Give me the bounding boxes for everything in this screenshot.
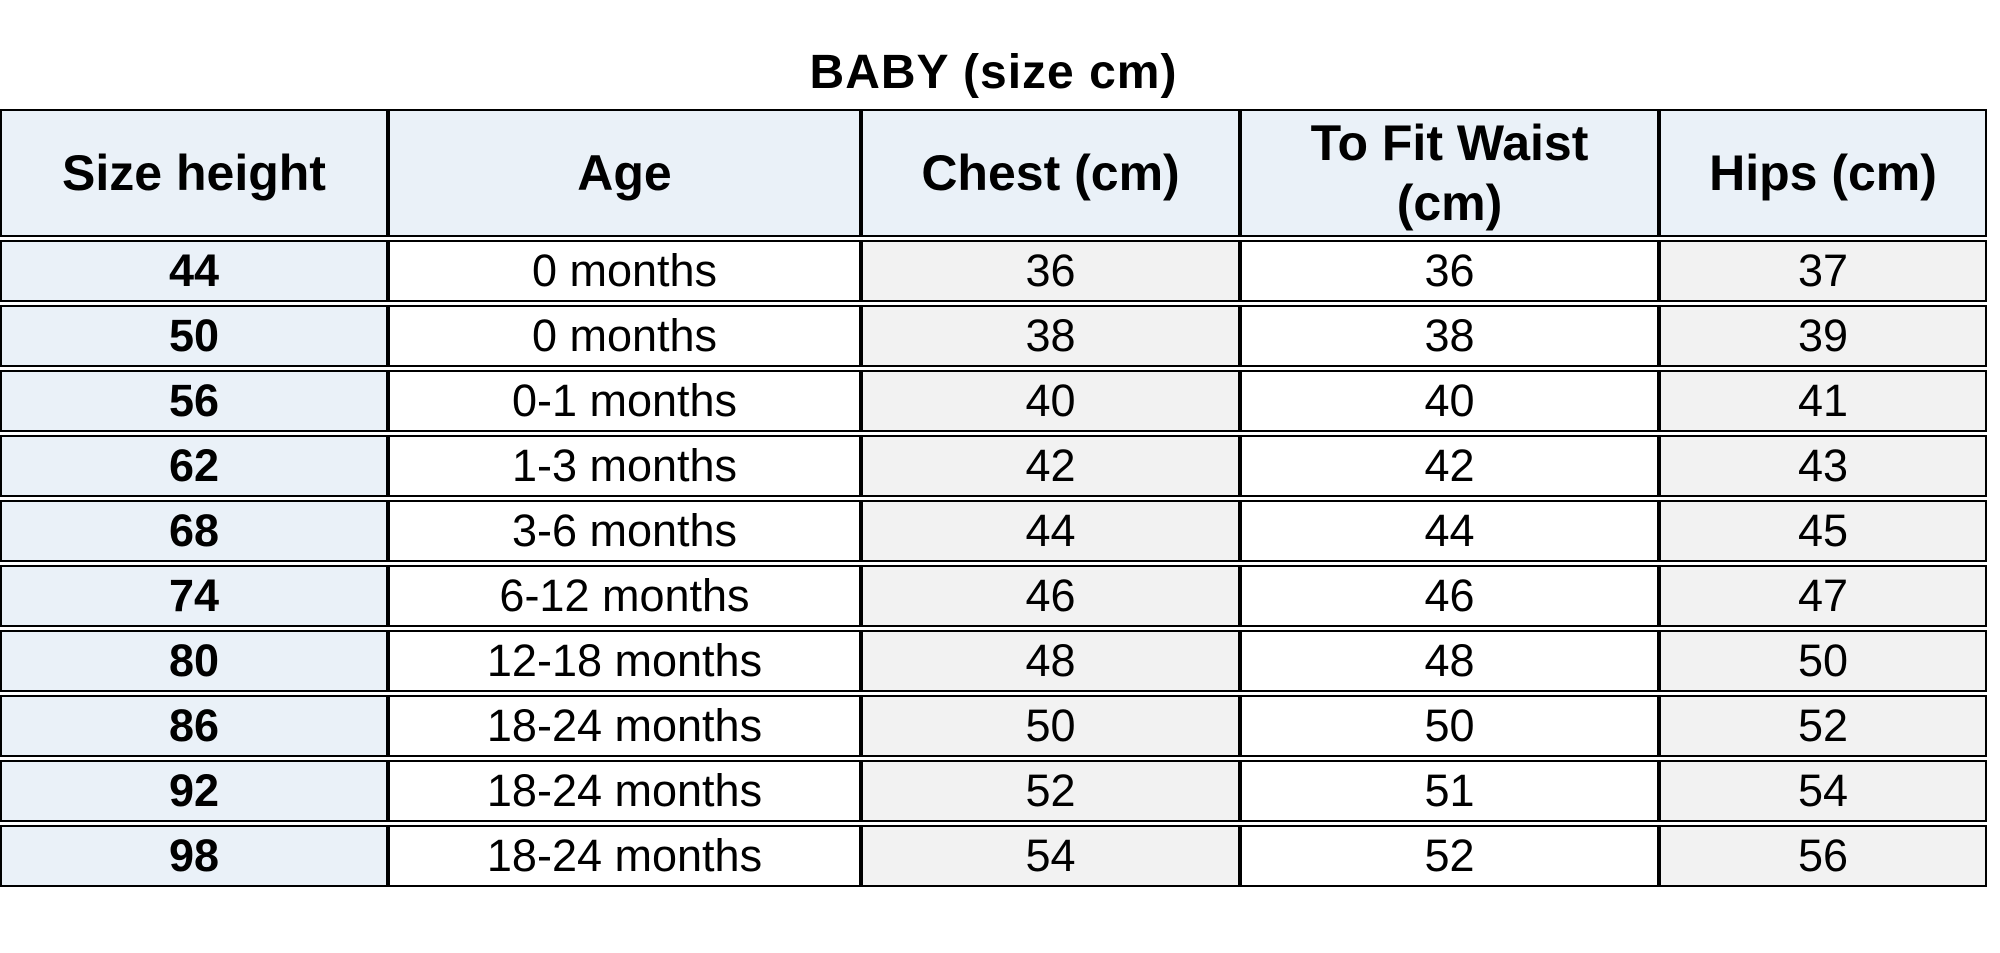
cell-age: 0-1 months — [388, 369, 861, 432]
table-row: 44 0 months 36 36 37 — [0, 239, 1987, 302]
cell-hips: 47 — [1659, 564, 1987, 627]
cell-chest: 50 — [861, 694, 1240, 757]
table-row: 92 18-24 months 52 51 54 — [0, 759, 1987, 822]
cell-size-height: 62 — [0, 434, 388, 497]
cell-age: 3-6 months — [388, 499, 861, 562]
table-row: 50 0 months 38 38 39 — [0, 304, 1987, 367]
cell-hips: 50 — [1659, 629, 1987, 692]
table-row: 56 0-1 months 40 40 41 — [0, 369, 1987, 432]
table-row: 62 1-3 months 42 42 43 — [0, 434, 1987, 497]
cell-waist: 51 — [1240, 759, 1659, 822]
cell-age: 0 months — [388, 304, 861, 367]
cell-waist: 42 — [1240, 434, 1659, 497]
page-title: BABY (size cm) — [809, 46, 1178, 99]
cell-age: 18-24 months — [388, 759, 861, 822]
baby-size-table: Size height Age Chest (cm) To Fit Waist … — [0, 106, 1987, 890]
header-hips: Hips (cm) — [1659, 108, 1987, 237]
header-age: Age — [388, 108, 861, 237]
cell-chest: 44 — [861, 499, 1240, 562]
cell-waist: 38 — [1240, 304, 1659, 367]
cell-size-height: 68 — [0, 499, 388, 562]
cell-size-height: 74 — [0, 564, 388, 627]
cell-size-height: 86 — [0, 694, 388, 757]
cell-hips: 43 — [1659, 434, 1987, 497]
page: BABY (size cm) Size height Age Chest (cm… — [0, 44, 1990, 890]
cell-waist: 52 — [1240, 824, 1659, 887]
cell-age: 18-24 months — [388, 694, 861, 757]
cell-hips: 54 — [1659, 759, 1987, 822]
cell-waist: 46 — [1240, 564, 1659, 627]
cell-size-height: 50 — [0, 304, 388, 367]
cell-hips: 45 — [1659, 499, 1987, 562]
header-size-height: Size height — [0, 108, 388, 237]
header-chest: Chest (cm) — [861, 108, 1240, 237]
cell-chest: 40 — [861, 369, 1240, 432]
cell-chest: 54 — [861, 824, 1240, 887]
cell-chest: 36 — [861, 239, 1240, 302]
table-header-row: Size height Age Chest (cm) To Fit Waist … — [0, 108, 1987, 237]
cell-chest: 46 — [861, 564, 1240, 627]
table-row: 98 18-24 months 54 52 56 — [0, 824, 1987, 887]
table-row: 68 3-6 months 44 44 45 — [0, 499, 1987, 562]
cell-size-height: 44 — [0, 239, 388, 302]
cell-chest: 42 — [861, 434, 1240, 497]
cell-hips: 56 — [1659, 824, 1987, 887]
cell-size-height: 80 — [0, 629, 388, 692]
cell-age: 0 months — [388, 239, 861, 302]
cell-chest: 38 — [861, 304, 1240, 367]
cell-waist: 50 — [1240, 694, 1659, 757]
cell-size-height: 56 — [0, 369, 388, 432]
header-to-fit-waist: To Fit Waist (cm) — [1240, 108, 1659, 237]
cell-waist: 48 — [1240, 629, 1659, 692]
cell-chest: 48 — [861, 629, 1240, 692]
cell-hips: 52 — [1659, 694, 1987, 757]
cell-waist: 44 — [1240, 499, 1659, 562]
cell-hips: 41 — [1659, 369, 1987, 432]
table-row: 80 12-18 months 48 48 50 — [0, 629, 1987, 692]
table-row: 74 6-12 months 46 46 47 — [0, 564, 1987, 627]
cell-age: 12-18 months — [388, 629, 861, 692]
cell-waist: 36 — [1240, 239, 1659, 302]
table-row: 86 18-24 months 50 50 52 — [0, 694, 1987, 757]
cell-age: 18-24 months — [388, 824, 861, 887]
cell-size-height: 98 — [0, 824, 388, 887]
cell-hips: 37 — [1659, 239, 1987, 302]
cell-waist: 40 — [1240, 369, 1659, 432]
cell-age: 6-12 months — [388, 564, 861, 627]
cell-chest: 52 — [861, 759, 1240, 822]
cell-age: 1-3 months — [388, 434, 861, 497]
cell-size-height: 92 — [0, 759, 388, 822]
cell-hips: 39 — [1659, 304, 1987, 367]
